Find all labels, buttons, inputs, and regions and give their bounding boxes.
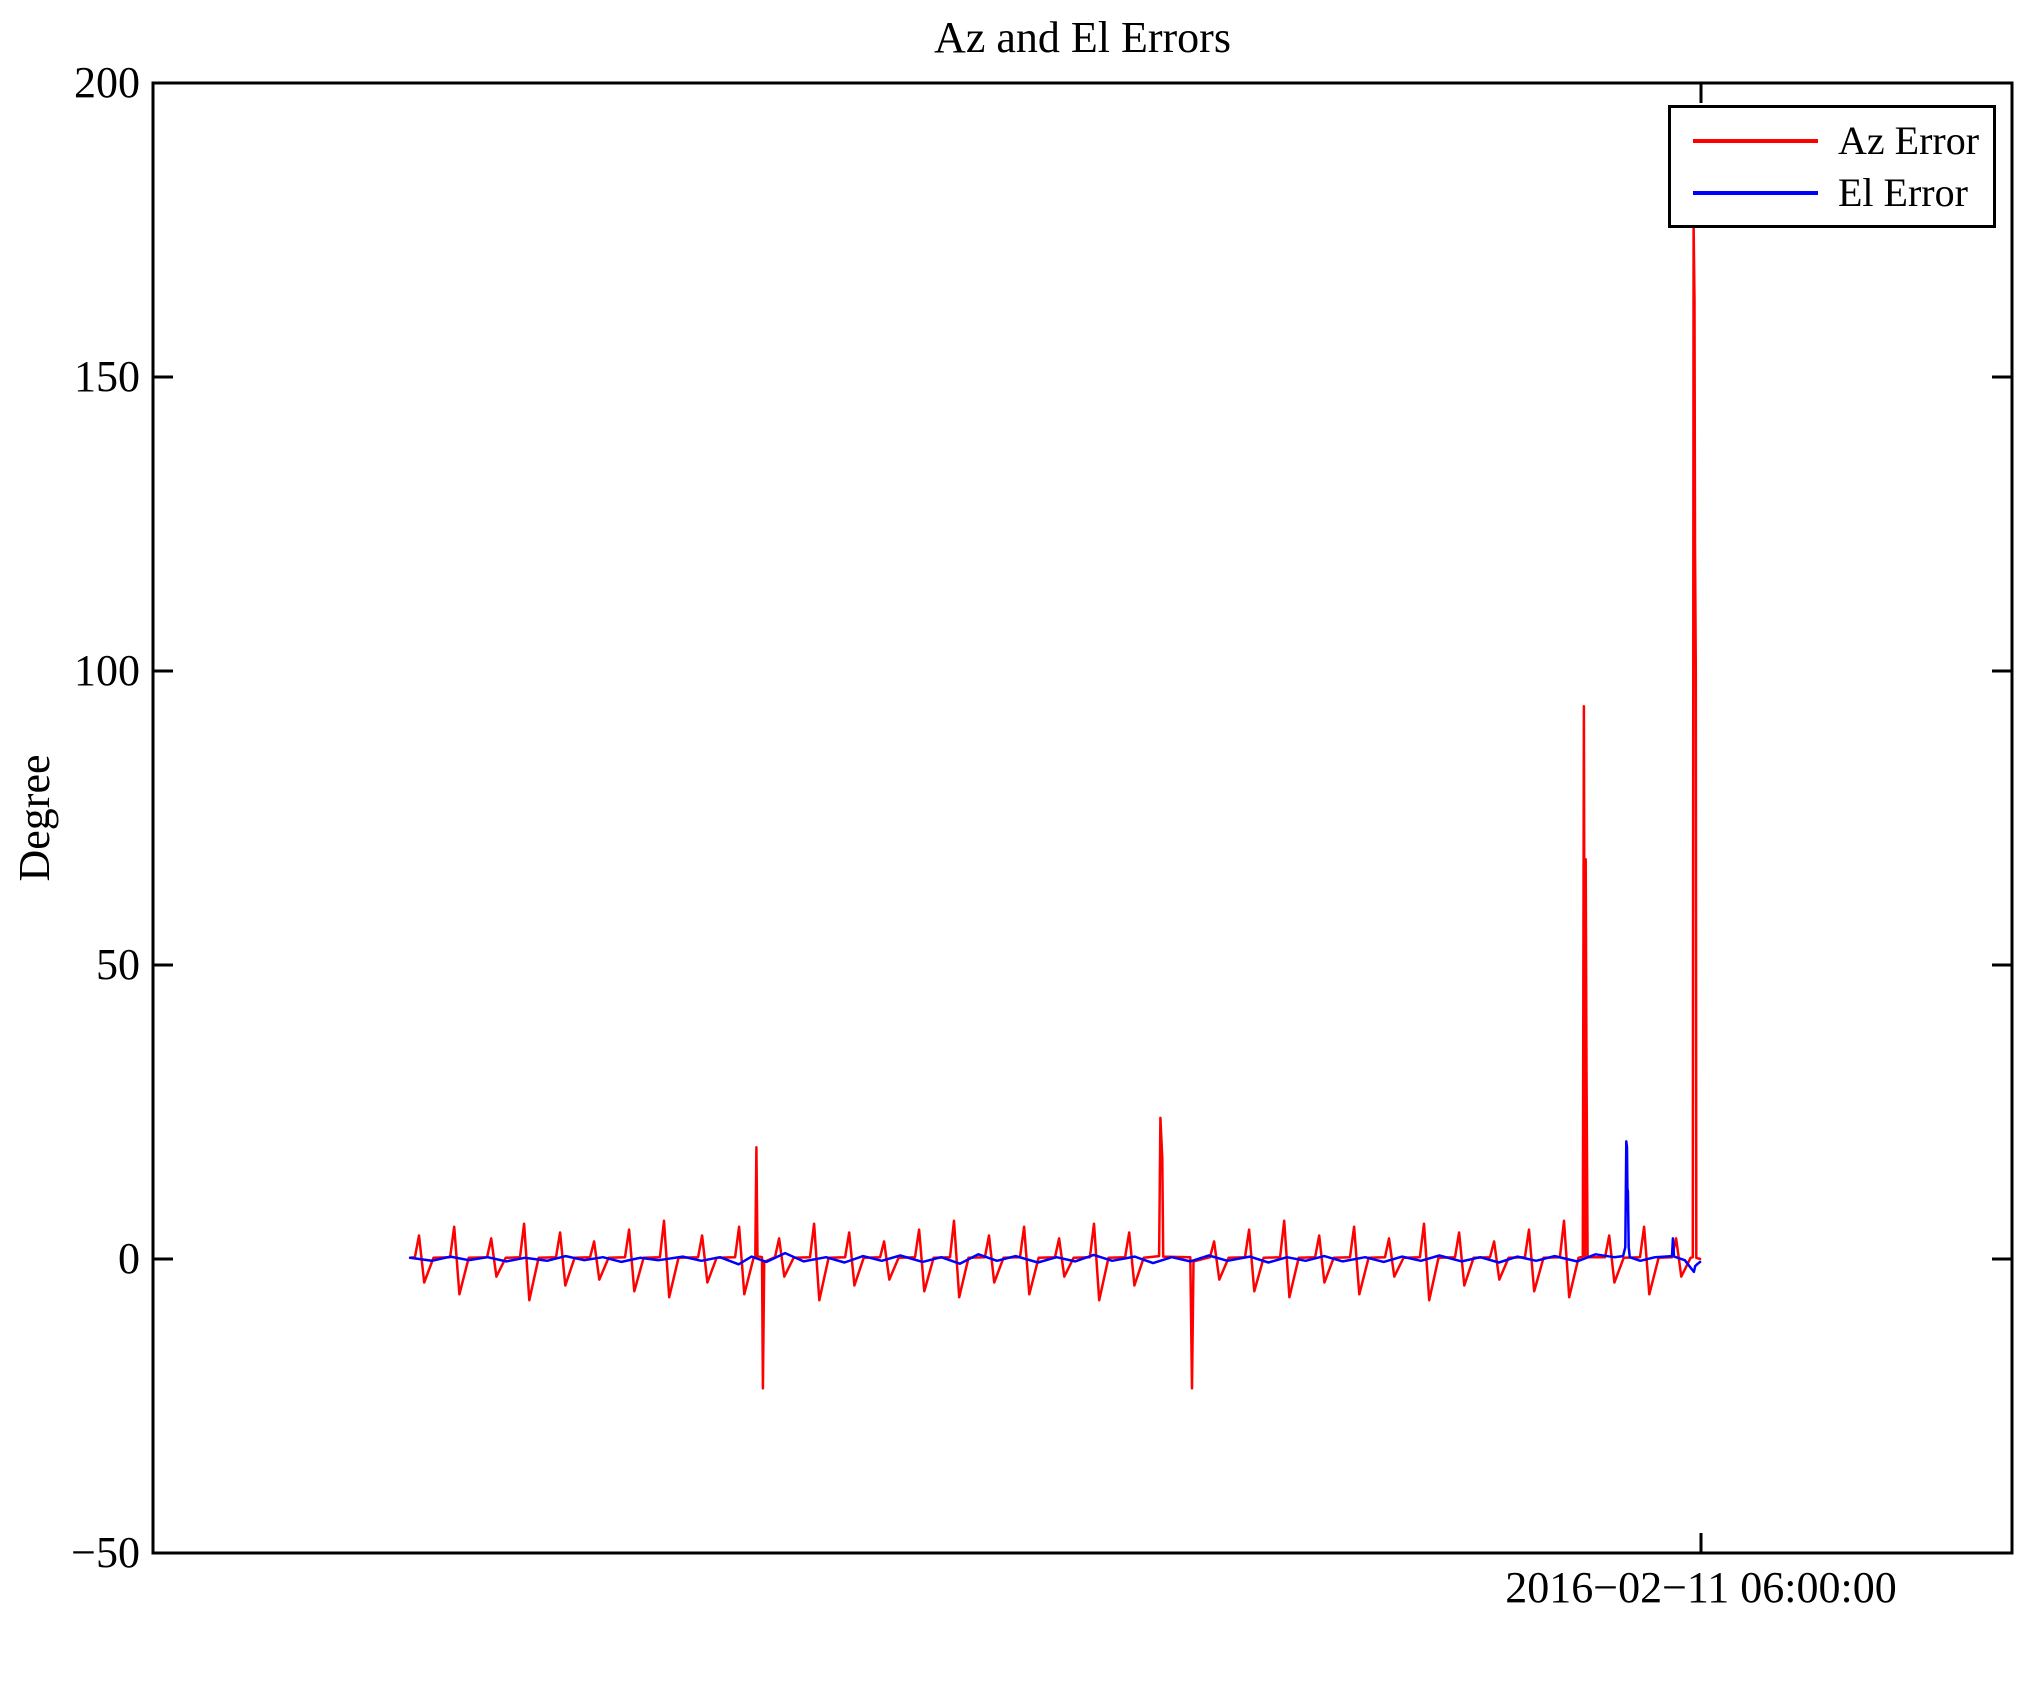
- legend-box: Az Error El Error: [1668, 105, 1996, 228]
- ytick-label-neg50: −50: [71, 1528, 140, 1577]
- el-error-line: [408, 1140, 1702, 1274]
- legend-label-az: Az Error: [1838, 117, 1980, 163]
- axes-border: [151, 81, 2014, 1555]
- el-error-line-swatch: [1693, 190, 1818, 195]
- xtick-label-timestamp: 2016−02−11 06:00:00: [1505, 1563, 1897, 1612]
- ytick-label-100: 100: [74, 646, 140, 695]
- ytick-label-50: 50: [96, 940, 140, 989]
- legend-entry-az: Az Error: [1671, 115, 1993, 167]
- az-error-line: [408, 222, 1702, 1390]
- ytick-label-150: 150: [74, 352, 140, 401]
- chart-title: Az and El Errors: [934, 13, 1231, 62]
- legend-entry-el: El Error: [1671, 167, 1993, 219]
- az-error-line-swatch: [1693, 138, 1818, 143]
- ytick-label-200: 200: [74, 58, 140, 107]
- ytick-label-0: 0: [118, 1234, 140, 1283]
- legend-label-el: El Error: [1838, 169, 1968, 215]
